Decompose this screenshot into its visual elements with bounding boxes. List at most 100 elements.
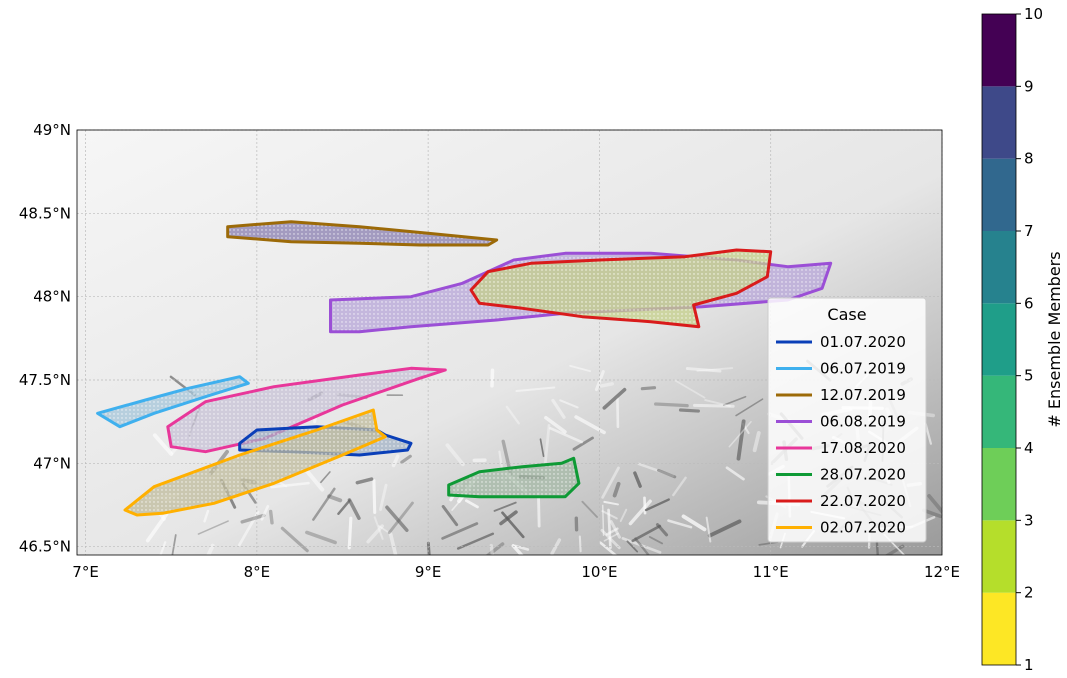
lon-tick-label: 8°E xyxy=(244,563,271,581)
terrain-ridge xyxy=(736,419,746,461)
terrain-ridge xyxy=(537,491,541,528)
legend-entries: 01.07.2020 06.07.2019 12.07.2019 06.08.2019… xyxy=(776,333,906,537)
terrain-ridge xyxy=(485,542,505,555)
terrain-ridge xyxy=(603,500,619,506)
colorbar-tick-label: 5 xyxy=(1024,367,1034,385)
legend-entry: 28.07.2020 xyxy=(776,466,906,484)
terrain-ridge xyxy=(270,481,310,489)
legend-label: 22.07.2020 xyxy=(820,492,906,510)
terrain-ridge xyxy=(366,524,384,544)
legend-title: Case xyxy=(827,305,866,324)
legend-entry: 06.07.2019 xyxy=(776,360,906,378)
terrain-ridge xyxy=(673,379,706,399)
terrain-ridge xyxy=(347,498,361,520)
terrain-ridge xyxy=(619,508,628,523)
terrain-ridge xyxy=(657,468,677,479)
case-region xyxy=(96,375,250,429)
colorbar-tick-label: 8 xyxy=(1024,150,1034,168)
terrain-ridge xyxy=(445,443,465,467)
terrain-ridge xyxy=(605,527,619,536)
legend-label: 12.07.2019 xyxy=(820,386,906,404)
terrain-ridge xyxy=(355,477,374,485)
case-outline xyxy=(329,251,833,334)
case-region xyxy=(166,366,447,454)
terrain-ridge xyxy=(640,386,657,391)
terrain-ridge xyxy=(572,436,594,451)
terrain-ridge xyxy=(693,403,735,408)
colorbar-frame xyxy=(981,13,1017,666)
terrain-ridge xyxy=(685,367,722,373)
terrain-ridge xyxy=(607,508,612,550)
colorbar-band xyxy=(982,14,1016,87)
terrain-ridge xyxy=(722,395,747,406)
terrain-ridge xyxy=(551,398,566,419)
latitude-ticks: 46.5°N 47°N 47.5°N 48°N 48.5°N 49°N xyxy=(19,121,71,556)
case-grid-texture xyxy=(125,410,386,515)
terrain-ridge xyxy=(372,479,377,515)
colorbar-band xyxy=(982,86,1016,159)
legend-label: 01.07.2020 xyxy=(820,333,906,351)
terrain-ridge xyxy=(327,494,343,503)
terrain-ridge xyxy=(601,510,618,520)
lat-tick-label: 48.5°N xyxy=(19,204,71,222)
terrain-ridge xyxy=(601,504,605,536)
terrain-ridge xyxy=(511,544,524,555)
terrain-ridge xyxy=(752,431,761,453)
lat-tick-label: 46.5°N xyxy=(19,538,71,556)
terrain-ridge xyxy=(238,510,260,547)
lon-tick-label: 12°E xyxy=(924,563,960,581)
lat-tick-label: 49°N xyxy=(33,121,71,139)
colorbar-bands xyxy=(982,14,1016,665)
case-grid-texture xyxy=(471,250,771,327)
legend-label: 06.08.2019 xyxy=(820,413,906,431)
terrain-ridge xyxy=(594,370,605,392)
colorbar-tick-label: 4 xyxy=(1024,439,1034,457)
terrain-ridge xyxy=(388,532,398,555)
terrain-ridge xyxy=(493,501,517,512)
terrain-ridge xyxy=(672,476,687,497)
case-outline xyxy=(96,375,250,429)
legend-label: 02.07.2020 xyxy=(820,519,906,537)
lat-tick-label: 47.5°N xyxy=(19,371,71,389)
terrain-ridge xyxy=(634,537,650,555)
terrain-ridge xyxy=(922,508,942,519)
terrain-ridge xyxy=(203,509,210,523)
colorbar-band xyxy=(982,592,1016,665)
terrain-ridge xyxy=(544,415,567,434)
terrain-ridge xyxy=(927,494,942,515)
legend-entry: 12.07.2019 xyxy=(776,386,906,404)
terrain-ridge xyxy=(280,526,309,553)
terrain-ridge xyxy=(387,501,414,535)
legend-label: 28.07.2020 xyxy=(820,466,906,484)
terrain-ridge xyxy=(631,524,662,543)
legend-entry: 06.08.2019 xyxy=(776,413,906,431)
colorbar-band xyxy=(982,520,1016,593)
case-grid-texture xyxy=(97,376,249,427)
terrain-ridge xyxy=(206,543,215,555)
terrain-ridge xyxy=(569,364,592,373)
terrain-ridge xyxy=(678,408,700,413)
terrain-ridge xyxy=(612,481,621,498)
terrain-ridge xyxy=(373,516,384,540)
map-frame xyxy=(76,129,943,556)
colorbar-band xyxy=(982,158,1016,231)
lon-tick-label: 7°E xyxy=(72,563,99,581)
terrain-ridge xyxy=(648,536,664,545)
colorbar-label: # Ensemble Members xyxy=(1045,251,1064,427)
terrain-ridge xyxy=(501,511,525,539)
legend-label: 17.08.2020 xyxy=(820,439,906,457)
colorbar-band xyxy=(982,375,1016,448)
terrain-ridge xyxy=(337,499,351,515)
colorbar-ticks: 1 2 3 4 5 6 7 8 9 10 xyxy=(1016,5,1043,674)
terrain-ridge xyxy=(379,483,388,511)
colorbar-tick-label: 10 xyxy=(1024,5,1043,23)
case-grid-texture xyxy=(227,221,497,245)
terrain-ridge xyxy=(578,535,582,553)
terrain-ridge xyxy=(499,510,518,526)
colorbar-tick-label: 2 xyxy=(1024,584,1034,602)
legend-entry: 02.07.2020 xyxy=(776,519,906,537)
terrain-ridge xyxy=(152,433,174,456)
case-outline xyxy=(447,456,581,499)
terrain-ridge xyxy=(621,537,662,554)
